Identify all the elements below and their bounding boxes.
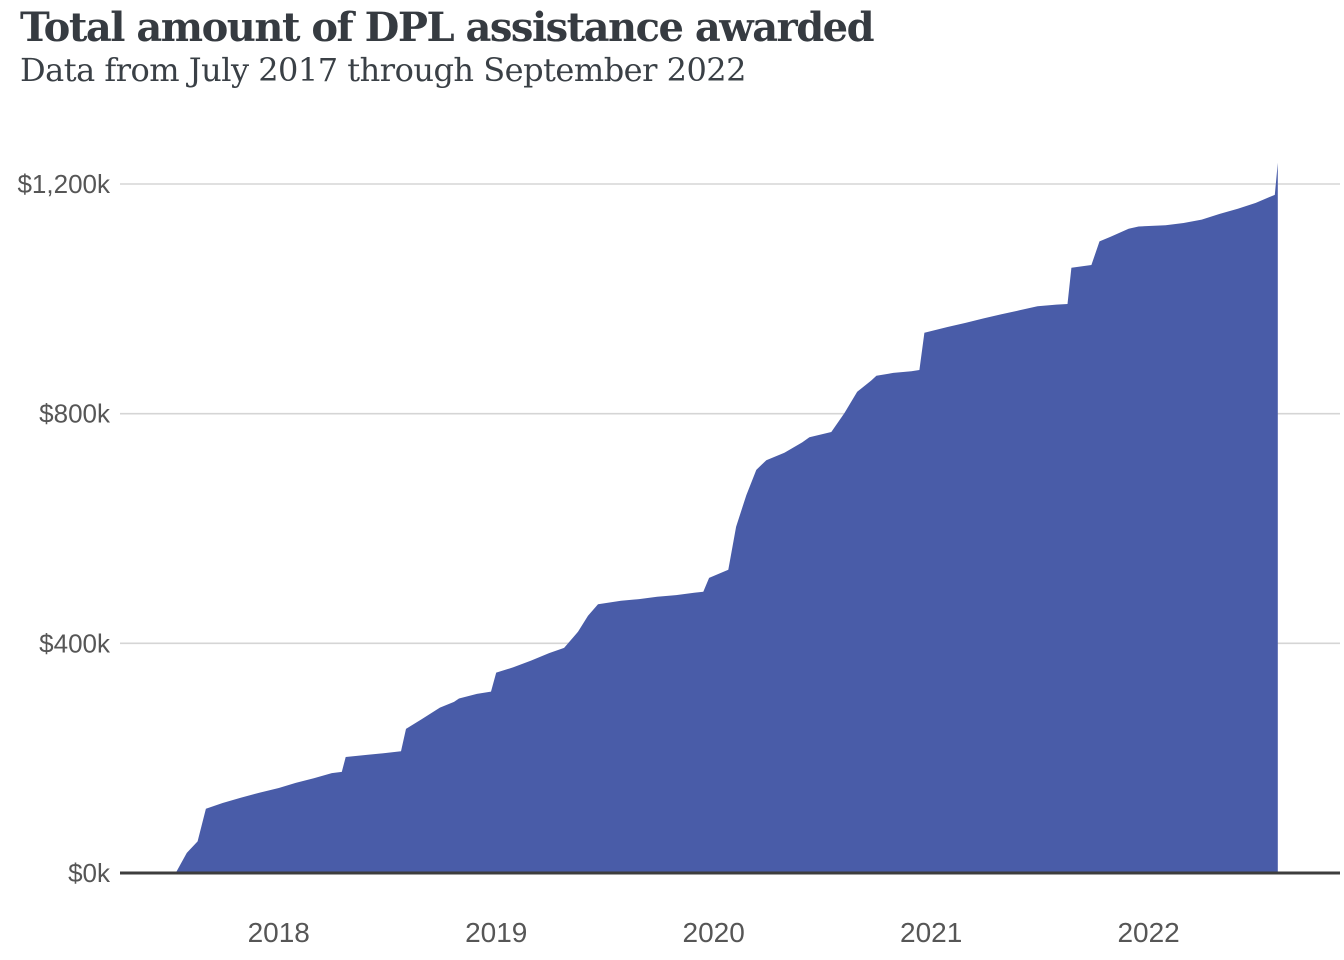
x-axis-tick-label: 2019 bbox=[465, 917, 527, 948]
y-axis-tick-label: $1,200k bbox=[17, 169, 111, 199]
chart-subtitle: Data from July 2017 through September 20… bbox=[20, 51, 747, 89]
y-axis-tick-label: $400k bbox=[39, 628, 111, 658]
chart-header: Total amount of DPL assistance awarded D… bbox=[20, 4, 875, 89]
x-axis-tick-label: 2022 bbox=[1117, 917, 1179, 948]
x-axis-tick-label: 2021 bbox=[900, 917, 962, 948]
x-axis-tick-label: 2020 bbox=[683, 917, 745, 948]
x-axis-tick-label: 2018 bbox=[248, 917, 310, 948]
y-axis-tick-label: $0k bbox=[68, 858, 111, 888]
area-series bbox=[175, 162, 1278, 874]
y-axis-tick-label: $800k bbox=[39, 399, 111, 429]
chart-title: Total amount of DPL assistance awarded bbox=[20, 4, 875, 51]
